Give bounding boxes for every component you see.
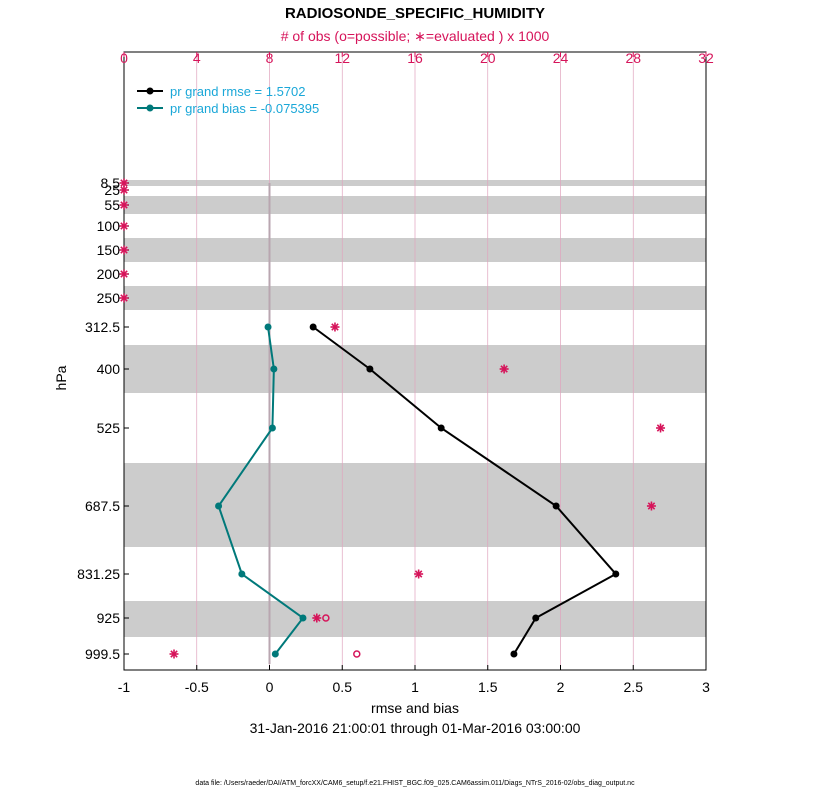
chart-title: RADIOSONDE_SPECIFIC_HUMIDITY (285, 5, 545, 22)
series-point-rmse (552, 502, 560, 510)
top-tick-label: 0 (120, 50, 128, 66)
series-point-rmse (366, 365, 374, 373)
evaluated-obs-marker (119, 293, 129, 303)
evaluated-obs-stroke (170, 650, 178, 658)
x-tick-label: 3 (702, 679, 710, 695)
series-layer (215, 323, 620, 658)
evaluated-obs-marker (656, 423, 666, 433)
legend-marker (146, 104, 154, 112)
series-point-rmse (309, 323, 317, 331)
y-tick-label: 400 (97, 361, 121, 377)
top-tick-label: 4 (193, 50, 201, 66)
evaluated-obs-stroke (414, 570, 423, 578)
evaluated-obs-stroke (120, 201, 128, 209)
series-point-bias (215, 502, 223, 510)
top-tick-label: 32 (698, 50, 714, 66)
evaluated-obs-marker (414, 569, 424, 579)
top-axis-label: # of obs (o=possible; ∗=evaluated ) x 10… (281, 28, 550, 44)
x-tick-label: 2 (557, 679, 565, 695)
evaluated-obs-stroke (500, 365, 508, 373)
evaluated-obs-stroke (656, 424, 665, 432)
evaluated-obs-marker (330, 322, 340, 332)
evaluated-obs-stroke (120, 222, 128, 230)
top-tick-label: 12 (334, 50, 350, 66)
series-point-rmse (532, 614, 540, 622)
evaluated-obs-stroke (120, 186, 128, 194)
series-point-rmse (612, 570, 620, 578)
evaluated-obs-stroke (313, 614, 321, 622)
top-tick-label: 16 (407, 50, 423, 66)
series-point-rmse (437, 424, 445, 432)
evaluated-obs-marker (499, 364, 509, 374)
y-axis-label: hPa (53, 365, 69, 390)
series-point-bias (271, 650, 279, 658)
y-tick-label: 100 (97, 218, 121, 234)
x-tick-label: 2.5 (624, 679, 644, 695)
date-range: 31-Jan-2016 21:00:01 through 01-Mar-2016… (250, 720, 581, 736)
x-tick-label: -0.5 (185, 679, 209, 695)
y-tick-label: 25 (104, 182, 120, 198)
possible-obs-marker (322, 614, 330, 622)
y-tick-label: 150 (97, 242, 121, 258)
y-tick-label: 55 (104, 197, 120, 213)
evaluated-obs-stroke (120, 294, 128, 302)
series-point-bias (264, 323, 272, 331)
evaluated-obs-marker (119, 245, 129, 255)
top-tick-label: 24 (553, 50, 569, 66)
obs-count-markers (119, 178, 666, 659)
series-point-bias (238, 570, 246, 578)
evaluated-obs-marker (119, 200, 129, 210)
y-tick-label: 250 (97, 290, 121, 306)
y-tick-label: 525 (97, 420, 121, 436)
legend: pr grand rmse = 1.5702 pr grand bias = -0… (137, 84, 319, 116)
legend-entry: pr grand bias = -0.075395 (170, 101, 319, 116)
top-tick-label: 20 (480, 50, 496, 66)
y-tick-label: 687.5 (85, 498, 120, 514)
evaluated-obs-stroke (120, 246, 128, 254)
evaluated-obs-stroke (120, 179, 128, 187)
y-tick-label: 200 (97, 266, 121, 282)
series-point-bias (268, 424, 276, 432)
evaluated-obs-stroke (120, 270, 128, 278)
evaluated-obs-marker (119, 185, 129, 195)
legend-entry: pr grand rmse = 1.5702 (170, 84, 306, 99)
evaluated-obs-stroke (331, 323, 339, 331)
y-tick-label: 999.5 (85, 646, 120, 662)
axis-ticks: -1 -0.5 0 0.5 1 1.5 2 2.5 30 4 8 12 16 20 24 28 328.5255… (77, 50, 714, 695)
evaluated-obs-marker (646, 501, 656, 511)
evaluated-obs-marker (169, 649, 179, 659)
x-tick-label: 1 (411, 679, 419, 695)
evaluated-obs-marker (312, 613, 322, 623)
y-tick-label: 925 (97, 610, 121, 626)
top-tick-label: 28 (625, 50, 641, 66)
y-tick-label: 831.25 (77, 566, 120, 582)
possible-obs-marker (353, 650, 361, 658)
legend-marker (146, 87, 154, 95)
series-point-bias (299, 614, 307, 622)
x-tick-label: -1 (118, 679, 131, 695)
x-tick-label: 1.5 (478, 679, 498, 695)
series-point-bias (270, 365, 278, 373)
x-axis-label: rmse and bias (371, 700, 459, 716)
x-tick-label: 0 (266, 679, 274, 695)
x-tick-label: 0.5 (333, 679, 353, 695)
evaluated-obs-stroke (647, 502, 656, 510)
series-point-rmse (510, 650, 518, 658)
top-tick-label: 8 (266, 50, 274, 66)
evaluated-obs-marker (119, 221, 129, 231)
data-file-footnote: data file: /Users/raeder/DAI/ATM_forcXX/… (195, 780, 635, 787)
y-tick-label: 8.5 (101, 175, 121, 191)
evaluated-obs-marker (119, 269, 129, 279)
y-tick-label: 312.5 (85, 319, 120, 335)
